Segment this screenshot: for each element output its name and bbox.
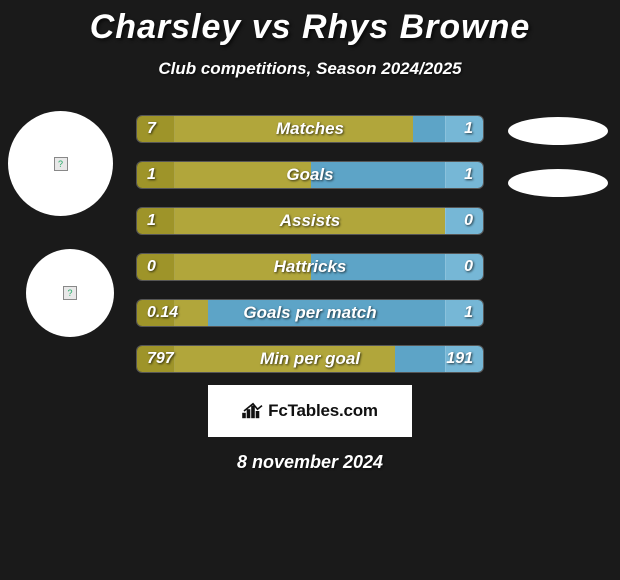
stat-row: 11Goals xyxy=(136,161,484,189)
stat-value-left: 0 xyxy=(147,254,156,280)
player-left-avatar-2: ? xyxy=(26,249,114,337)
page-title: Charsley vs Rhys Browne xyxy=(0,0,620,47)
stat-left-cap xyxy=(137,116,175,142)
stat-value-left: 7 xyxy=(147,116,156,142)
player-right-avatar-2 xyxy=(508,169,608,197)
stat-mid-right xyxy=(413,116,447,142)
stat-value-left: 1 xyxy=(147,162,156,188)
stat-row: 00Hattricks xyxy=(136,253,484,281)
stat-left-cap xyxy=(137,208,175,234)
stat-row: 71Matches xyxy=(136,115,484,143)
source-badge-text: FcTables.com xyxy=(268,401,378,421)
stat-mid-right xyxy=(208,300,447,326)
broken-image-icon: ? xyxy=(63,286,77,300)
stat-mid-left xyxy=(175,116,413,142)
stat-value-right: 1 xyxy=(464,300,473,326)
stat-value-right: 1 xyxy=(464,116,473,142)
stat-row: 10Assists xyxy=(136,207,484,235)
stat-mid-left xyxy=(175,162,311,188)
stat-left-cap xyxy=(137,254,175,280)
stat-mid-right xyxy=(395,346,447,372)
fctables-icon xyxy=(242,402,264,420)
stat-value-left: 1 xyxy=(147,208,156,234)
stat-value-left: 797 xyxy=(147,346,174,372)
stat-mid-left xyxy=(175,346,395,372)
player-right-avatar-1 xyxy=(508,117,608,145)
stat-value-right: 0 xyxy=(464,254,473,280)
stat-row: 797191Min per goal xyxy=(136,345,484,373)
date-label: 8 november 2024 xyxy=(0,452,620,473)
stat-value-right: 1 xyxy=(464,162,473,188)
stat-bars: 71Matches11Goals10Assists00Hattricks0.14… xyxy=(136,115,484,391)
player-left-avatar-1: ? xyxy=(8,111,113,216)
stat-mid-right xyxy=(311,162,447,188)
broken-image-icon: ? xyxy=(54,157,68,171)
stat-mid-left xyxy=(175,300,208,326)
stat-value-right: 191 xyxy=(446,346,473,372)
stat-mid-right xyxy=(311,254,447,280)
stat-value-left: 0.14 xyxy=(147,300,178,326)
comparison-stage: ? ? 71Matches11Goals10Assists00Hattricks… xyxy=(0,103,620,433)
stat-mid-left xyxy=(175,208,447,234)
source-badge: FcTables.com xyxy=(208,385,412,437)
subtitle: Club competitions, Season 2024/2025 xyxy=(0,59,620,79)
stat-left-cap xyxy=(137,162,175,188)
stat-row: 0.141Goals per match xyxy=(136,299,484,327)
stat-mid-left xyxy=(175,254,311,280)
stat-value-right: 0 xyxy=(464,208,473,234)
